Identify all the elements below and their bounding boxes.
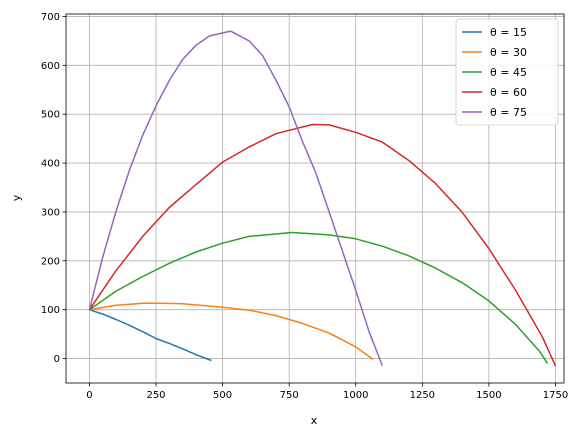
series-line-3 bbox=[88, 231, 549, 364]
legend-box bbox=[455, 18, 559, 126]
y-tick-label: 700 bbox=[41, 12, 60, 23]
x-axis-ticks: 0 250 500 750 1000 1250 1500 1750 bbox=[86, 383, 568, 401]
y-tick-label: 500 bbox=[41, 110, 60, 121]
legend-label-5: θ = 75 bbox=[490, 106, 527, 119]
x-tick-label: 1500 bbox=[476, 390, 501, 401]
x-tick-label: 1750 bbox=[543, 390, 568, 401]
y-tick-label: 0 bbox=[54, 354, 60, 365]
y-axis-ticks: 0 100 200 300 400 500 600 700 bbox=[41, 12, 66, 365]
x-axis-label: x bbox=[311, 414, 318, 427]
y-tick-label: 100 bbox=[41, 305, 60, 316]
series-line-4 bbox=[88, 123, 557, 367]
legend-label-1: θ = 15 bbox=[490, 26, 527, 39]
series-line-1 bbox=[89, 308, 212, 362]
y-tick-label: 200 bbox=[41, 256, 60, 267]
x-tick-label: 0 bbox=[86, 390, 92, 401]
y-tick-label: 300 bbox=[41, 207, 60, 218]
x-tick-label: 1000 bbox=[343, 390, 368, 401]
x-tick-label: 1250 bbox=[410, 390, 435, 401]
x-tick-label: 250 bbox=[146, 390, 165, 401]
legend-label-4: θ = 60 bbox=[490, 86, 527, 99]
legend-label-3: θ = 45 bbox=[490, 66, 527, 79]
y-tick-label: 400 bbox=[41, 159, 60, 170]
legend: θ = 15 θ = 30 θ = 45 θ = 60 θ = 75 bbox=[455, 18, 559, 126]
y-tick-label: 600 bbox=[41, 61, 60, 72]
x-tick-label: 500 bbox=[213, 390, 232, 401]
series-lines bbox=[88, 30, 557, 367]
x-tick-label: 750 bbox=[280, 390, 299, 401]
series-line-5 bbox=[88, 30, 384, 367]
series-line-2 bbox=[89, 302, 374, 361]
legend-label-2: θ = 30 bbox=[490, 46, 527, 59]
plot-frame bbox=[65, 13, 565, 384]
y-axis-label: y bbox=[10, 194, 23, 201]
